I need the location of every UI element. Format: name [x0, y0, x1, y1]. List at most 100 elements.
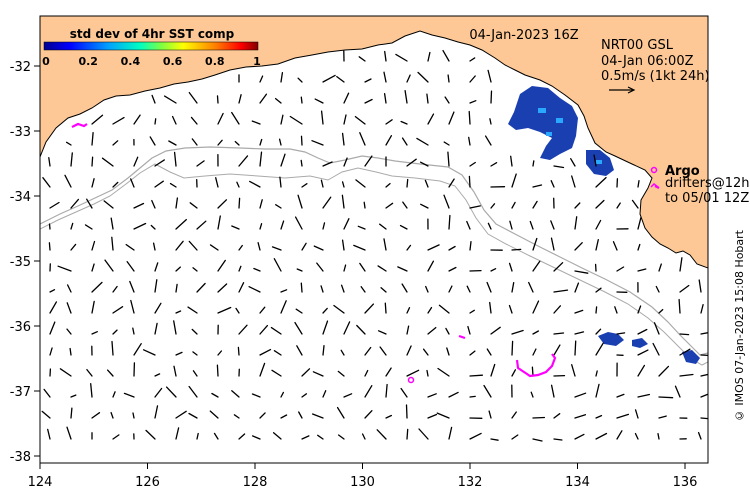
current-vector — [530, 391, 534, 398]
current-vector — [279, 176, 282, 188]
lat-tick-label: -36 — [10, 320, 31, 335]
current-vector — [301, 368, 311, 377]
current-vector — [448, 245, 456, 251]
current-vector — [257, 242, 261, 251]
current-vector — [259, 412, 266, 419]
current-vector — [217, 306, 232, 314]
current-vector — [196, 432, 199, 440]
current-vector — [353, 244, 366, 251]
current-vector — [364, 78, 372, 83]
current-vector — [70, 407, 73, 419]
current-vector — [359, 262, 366, 272]
current-vector — [238, 282, 245, 293]
current-vector — [468, 110, 471, 125]
current-vector — [311, 413, 324, 419]
current-vector — [289, 115, 303, 125]
current-legend-source: NRT00 GSL — [601, 38, 674, 53]
current-vector — [616, 202, 621, 209]
current-vector — [343, 92, 350, 104]
current-vector — [209, 244, 219, 251]
current-vector — [406, 178, 409, 188]
current-vector — [91, 240, 96, 251]
current-vector — [490, 268, 497, 272]
current-vector — [103, 200, 114, 209]
current-vector — [280, 289, 288, 293]
current-vector — [652, 342, 660, 356]
current-vector — [188, 412, 198, 419]
current-vector — [469, 374, 484, 377]
current-vector — [169, 182, 177, 188]
colorbar-tick-label: 1 — [253, 55, 261, 68]
current-vector — [238, 94, 242, 104]
current-vector — [383, 92, 387, 104]
current-vector — [317, 434, 324, 440]
current-vector — [175, 197, 179, 209]
current-vector — [427, 260, 435, 272]
argo-legend-marker-icon — [650, 166, 658, 174]
current-vector — [616, 332, 626, 335]
drifter-legend-marker-icon — [650, 183, 659, 188]
current-vector — [442, 49, 450, 62]
current-vector — [357, 225, 366, 230]
current-vector — [385, 202, 394, 209]
current-vector — [150, 224, 156, 230]
current-vector — [70, 394, 77, 398]
current-vector — [49, 289, 56, 293]
colorbar-tick-label: 0 — [42, 55, 50, 68]
current-vector — [129, 280, 135, 293]
current-vector — [508, 304, 513, 314]
current-vector — [490, 203, 496, 209]
current-vector — [416, 137, 429, 146]
current-vector — [343, 157, 348, 167]
current-vector — [468, 175, 471, 188]
current-vector — [469, 100, 477, 104]
current-vector — [574, 414, 587, 419]
current-vector — [401, 137, 408, 146]
current-vector — [343, 114, 347, 125]
current-vector — [406, 325, 410, 335]
lon-tick-label: 126 — [135, 475, 160, 490]
current-vector — [364, 369, 369, 377]
drifter-legend-label-2: to 05/01 12Z — [665, 191, 749, 206]
current-vector — [532, 330, 540, 335]
current-vector — [106, 369, 114, 377]
current-vector — [300, 135, 303, 146]
current-vector — [469, 395, 476, 398]
current-vector — [175, 266, 181, 272]
current-vector — [426, 93, 429, 104]
current-vector — [301, 435, 310, 440]
current-vector — [616, 266, 625, 272]
current-vector — [341, 194, 345, 209]
current-vector — [425, 285, 429, 293]
current-vector — [154, 262, 159, 272]
current-vector — [188, 240, 198, 251]
lon-tick-label: 124 — [28, 475, 53, 490]
current-vector — [400, 387, 408, 398]
current-vector — [238, 265, 242, 272]
lat-tick-label: -34 — [10, 190, 31, 205]
current-vector — [70, 222, 74, 230]
current-vector — [322, 345, 325, 356]
current-vector — [574, 433, 585, 440]
current-vector — [658, 365, 670, 377]
current-vector — [296, 345, 303, 356]
current-vector — [175, 410, 187, 419]
current-vector — [70, 152, 73, 167]
current-vector — [236, 181, 240, 188]
current-vector — [377, 330, 387, 335]
current-vector — [593, 154, 597, 167]
current-vector — [316, 262, 324, 272]
current-vector — [364, 385, 373, 398]
current-vector — [320, 110, 324, 125]
current-vector — [168, 140, 177, 146]
current-vector — [340, 349, 345, 356]
current-vector — [337, 434, 345, 440]
lon-tick-label: 130 — [350, 475, 375, 490]
current-vector — [70, 243, 77, 251]
current-vector — [280, 153, 286, 167]
current-vector — [133, 156, 139, 167]
colorbar-title: std dev of 4hr SST comp — [70, 27, 235, 41]
current-vector — [154, 405, 159, 419]
map-frame — [39, 15, 709, 464]
current-vector — [47, 428, 51, 440]
